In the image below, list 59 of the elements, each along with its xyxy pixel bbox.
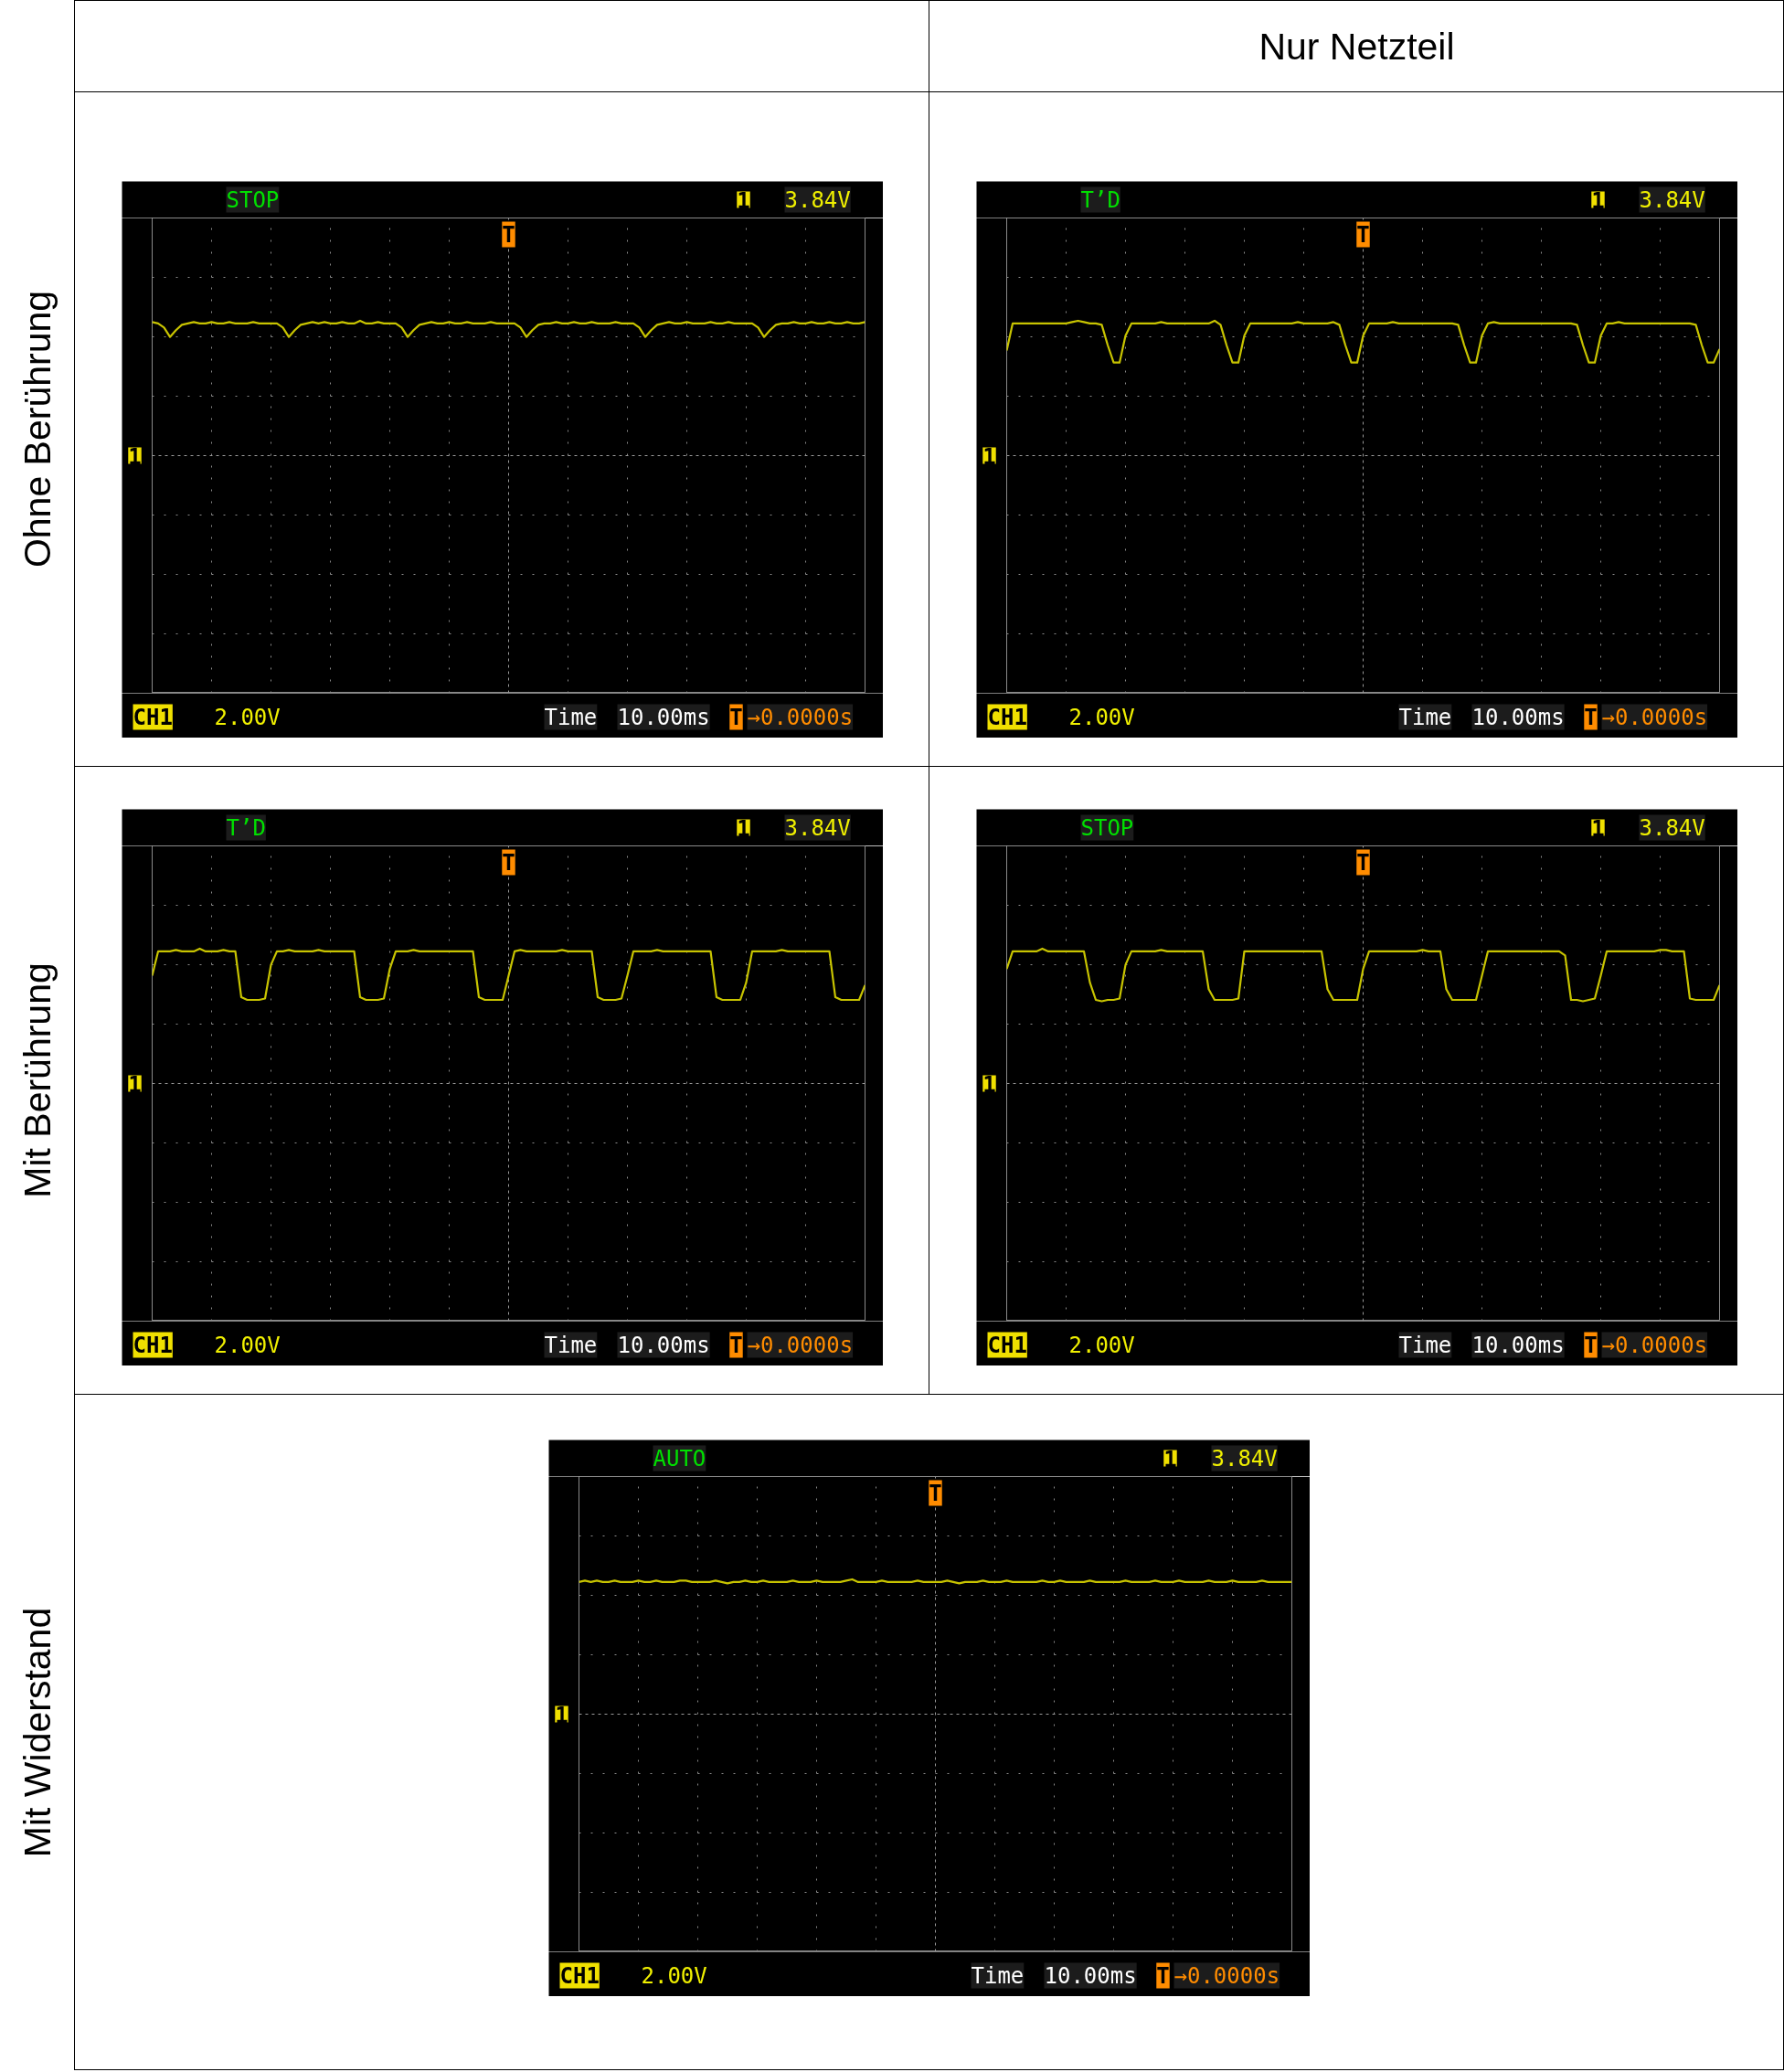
text: AUTO: [653, 1445, 706, 1472]
text: 10.00ms: [617, 1332, 710, 1358]
text: 10.00ms: [1471, 1332, 1565, 1358]
text: →0.0000s: [1601, 704, 1708, 730]
y-axis-title: Mit Widerstand: [16, 1607, 58, 1858]
text: CH1: [987, 1332, 1027, 1358]
text: T: [1584, 704, 1598, 730]
text: T: [729, 704, 743, 730]
text: →0.0000s: [1173, 1962, 1280, 1989]
text: T: [502, 221, 515, 248]
text: Time: [544, 1332, 598, 1358]
text: 1: [128, 1071, 142, 1098]
text: Time: [544, 704, 598, 730]
text: T: [1156, 1962, 1170, 1989]
text: T’D: [226, 814, 266, 841]
text: 3.84V: [784, 814, 851, 841]
text: 1: [555, 1702, 568, 1728]
text: Time: [971, 1962, 1025, 1989]
text: CH1: [133, 704, 173, 730]
text: 3.84V: [784, 186, 851, 213]
text: 2.00V: [214, 1332, 281, 1358]
text: T: [502, 849, 515, 876]
text: T: [729, 1332, 743, 1358]
text: Time: [1398, 704, 1452, 730]
chart-title: Nur Netzteil: [1258, 26, 1455, 68]
text: 1: [1591, 815, 1605, 842]
text: 2.00V: [214, 704, 281, 730]
text: →0.0000s: [747, 704, 854, 730]
text: 1: [982, 443, 996, 470]
text: CH1: [133, 1332, 173, 1358]
y-axis-title: Mit Berührung: [16, 962, 58, 1198]
text: 1: [1591, 187, 1605, 214]
text: CH1: [559, 1962, 600, 1989]
text: 3.84V: [1211, 1445, 1278, 1472]
text: 10.00ms: [1044, 1962, 1137, 1989]
text: →0.0000s: [747, 1332, 854, 1358]
text: Time: [1398, 1332, 1452, 1358]
text: →0.0000s: [1601, 1332, 1708, 1358]
y-axis-title: Ohne Berührung: [16, 290, 58, 568]
text: STOP: [1080, 814, 1134, 841]
text: 1: [982, 1071, 996, 1098]
text: T: [1356, 849, 1370, 876]
text: 2.00V: [1068, 1332, 1135, 1358]
text: STOP: [226, 186, 280, 213]
text: 1: [737, 815, 750, 842]
text: 10.00ms: [1471, 704, 1565, 730]
text: T: [1356, 221, 1370, 248]
text: T: [1584, 1332, 1598, 1358]
text: 1: [1163, 1446, 1177, 1472]
text: 3.84V: [1639, 186, 1705, 213]
text: 1: [737, 187, 750, 214]
text: 3.84V: [1639, 814, 1705, 841]
text: 10.00ms: [617, 704, 710, 730]
text: T: [929, 1480, 942, 1506]
text: 1: [128, 443, 142, 470]
text: 2.00V: [641, 1962, 707, 1989]
text: 2.00V: [1068, 704, 1135, 730]
text: T’D: [1080, 186, 1120, 213]
text: CH1: [987, 704, 1027, 730]
